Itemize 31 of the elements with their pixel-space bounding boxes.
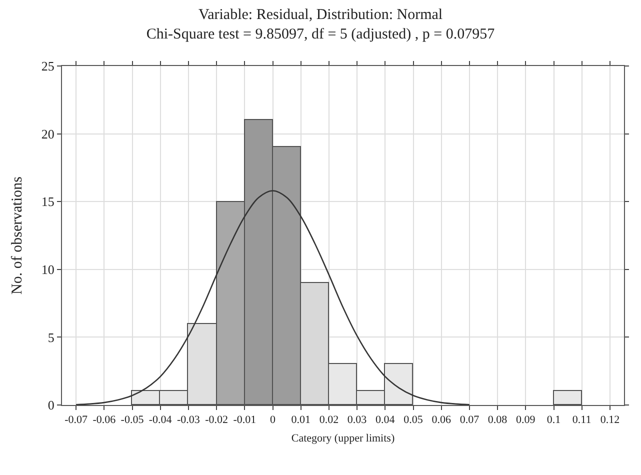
x-tick-label: 0.06 xyxy=(432,414,452,426)
chart-title: Variable: Residual, Distribution: Normal xyxy=(198,7,443,23)
chart-subtitle: Chi-Square test = 9.85097, df = 5 (adjusted) , p = 0.07957 xyxy=(146,26,496,42)
x-axis-title: Category (upper limits) xyxy=(291,432,395,444)
x-tick-label: 0.01 xyxy=(291,414,310,426)
y-tick-label: 15 xyxy=(41,194,54,210)
x-tick-label: -0.02 xyxy=(205,414,228,426)
x-tick-label: -0.01 xyxy=(233,414,256,426)
line-series xyxy=(75,190,470,405)
x-tick-label: -0.04 xyxy=(148,414,172,426)
x-tick-label: 0.05 xyxy=(404,414,424,426)
x-tick-label: 0.03 xyxy=(347,414,368,426)
x-tick-label: -0.03 xyxy=(176,414,200,426)
x-tick-label: -0.05 xyxy=(120,414,144,426)
x-tick-label: 0 xyxy=(270,414,276,426)
x-tick-label: 0.12 xyxy=(600,414,620,426)
y-tick-label: 20 xyxy=(41,126,54,142)
x-tick-label: 0.08 xyxy=(488,414,508,426)
x-tick-label: 0.11 xyxy=(572,414,592,426)
x-tick-label: 0.02 xyxy=(319,414,339,426)
y-tick-label: 25 xyxy=(41,58,54,74)
x-tick-label: 0.09 xyxy=(516,414,536,426)
x-tick-label: -0.06 xyxy=(92,414,116,426)
x-tick-label: 0.07 xyxy=(460,414,480,426)
y-axis-title: No. of observations xyxy=(10,176,26,294)
y-tick-label: 0 xyxy=(48,398,54,413)
x-tick-label: 0.1 xyxy=(546,414,561,426)
x-tick-label: 0.04 xyxy=(376,414,396,426)
x-tick-label: -0.07 xyxy=(64,414,88,426)
y-tick-label: 10 xyxy=(41,262,54,277)
y-tick-label: 5 xyxy=(48,330,54,345)
